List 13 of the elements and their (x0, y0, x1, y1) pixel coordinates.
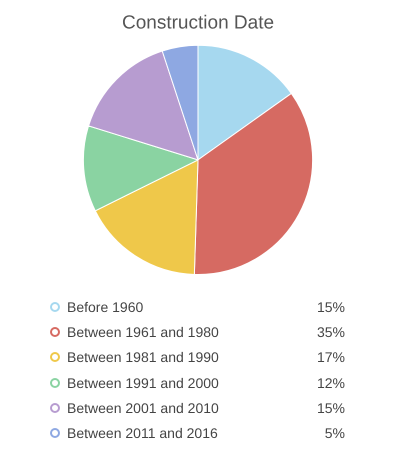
legend-label: Between 1991 and 2000 (67, 374, 220, 391)
legend-label: Before 1960 (67, 298, 144, 315)
legend-label: Between 1981 and 1990 (67, 349, 220, 366)
data-label: 15% (316, 298, 345, 315)
chart-title: Construction Date (122, 12, 274, 34)
data-label: 5% (324, 425, 345, 442)
data-label: 15% (316, 400, 345, 416)
legend-label: Between 2011 and 2016 (67, 425, 219, 442)
data-label: 17% (316, 349, 345, 366)
legend-label: Between 1961 and 1980 (67, 324, 220, 340)
legend-label: Between 2001 and 2010 (67, 400, 220, 416)
data-label: 12% (316, 374, 345, 391)
data-label: 35% (316, 324, 345, 340)
